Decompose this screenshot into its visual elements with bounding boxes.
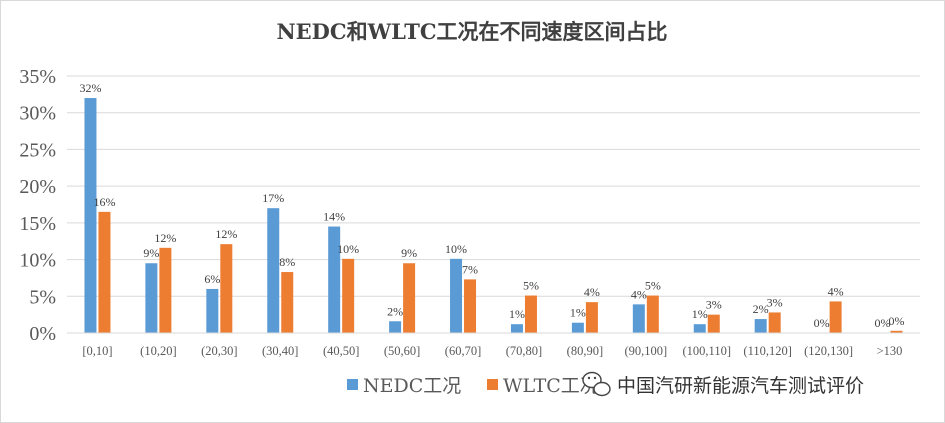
data-label-nedc: 1%: [692, 307, 708, 321]
bar-wltc: [98, 211, 111, 333]
data-label-nedc: 9%: [143, 246, 159, 260]
watermark: 中国汽研新能源汽车测试评价: [582, 371, 864, 397]
bar-nedc: [206, 288, 219, 333]
bar-wltc: [220, 244, 233, 333]
data-label-nedc: 17%: [262, 191, 284, 205]
bar-wltc: [159, 247, 172, 333]
bar-wltc: [281, 272, 294, 333]
gridlines: [67, 75, 920, 297]
bar-wltc: [524, 295, 537, 333]
x-tick-label: (110,120]: [743, 344, 792, 358]
bar-nedc: [754, 319, 767, 333]
data-label-nedc: 1%: [509, 307, 525, 321]
chart-title: NEDC和WLTC工况在不同速度区间占比: [276, 19, 667, 44]
y-tick-label: 20%: [19, 176, 56, 198]
data-label-wltc: 16%: [93, 195, 115, 209]
bar-wltc: [585, 302, 598, 333]
data-label-wltc: 12%: [154, 231, 176, 245]
bar-wltc: [646, 295, 659, 333]
x-tick-label: [0,10]: [82, 344, 112, 358]
data-label-wltc: 5%: [645, 279, 661, 293]
x-tick-label: >130: [877, 344, 903, 358]
bar-wltc: [403, 263, 416, 333]
bar-nedc: [145, 263, 158, 333]
data-label-wltc: 3%: [706, 298, 722, 312]
data-label-nedc: 10%: [445, 242, 467, 256]
bar-wltc: [707, 314, 720, 333]
legend-swatch-wltc: [487, 379, 498, 390]
bar-nedc: [571, 322, 584, 333]
x-tick-label: (10,20]: [140, 344, 176, 358]
data-label-nedc: 0%: [875, 316, 891, 330]
y-tick-label: 15%: [19, 213, 56, 235]
legend: NEDC工况 WLTC工况: [347, 375, 599, 397]
data-label-wltc: 10%: [337, 242, 359, 256]
x-tick-label: (120,130]: [804, 344, 853, 358]
x-tick-label: (50,60]: [384, 344, 420, 358]
x-tick-label: (30,40]: [262, 344, 298, 358]
y-tick-label: 30%: [19, 103, 56, 125]
x-tick-label: (90,100]: [624, 344, 667, 358]
data-label-nedc: 4%: [631, 287, 647, 301]
bar-nedc: [267, 208, 280, 333]
data-label-nedc: 14%: [323, 210, 345, 224]
data-label-nedc: 2%: [387, 304, 403, 318]
bar-nedc: [632, 304, 645, 333]
y-tick-label: 0%: [29, 323, 56, 345]
x-tick-label: (40,50]: [323, 344, 359, 358]
bar-nedc: [389, 321, 402, 333]
data-label-wltc: 12%: [215, 227, 237, 241]
bar-wltc: [342, 258, 355, 333]
data-label-wltc: 0%: [889, 314, 905, 328]
x-tick-label: (80,90]: [567, 344, 603, 358]
y-tick-label: 10%: [19, 250, 56, 272]
data-label-wltc: 9%: [401, 246, 417, 260]
x-axis: [0,10] (10,20] (20,30] (30,40] (40,50] (50,60…: [67, 332, 920, 358]
legend-label-wltc: WLTC工况: [503, 375, 599, 397]
bar-nedc: [84, 98, 97, 334]
bar-wltc: [464, 279, 477, 333]
y-axis: 0% 5% 10% 15% 20% 25% 30% 35%: [19, 66, 56, 345]
x-tick-label: (20,30]: [201, 344, 237, 358]
bar-nedc: [450, 258, 463, 333]
legend-label-nedc: NEDC工况: [363, 375, 461, 397]
bars: 32%16%9%12%6%12%17%8%14%10%2%9% 10%7%1%5%…: [79, 81, 905, 334]
data-label-wltc: 7%: [462, 262, 478, 276]
legend-swatch-nedc: [347, 379, 358, 390]
data-label-nedc: 2%: [753, 302, 769, 316]
y-tick-label: 5%: [29, 286, 56, 308]
bar-nedc: [328, 226, 341, 333]
data-label-wltc: 8%: [279, 255, 295, 269]
data-label-nedc: 32%: [79, 81, 101, 95]
data-label-nedc: 1%: [570, 306, 586, 320]
data-label-nedc: 0%: [814, 316, 830, 330]
data-label-wltc: 4%: [584, 285, 600, 299]
bar-wltc: [768, 312, 781, 333]
x-tick-label: (100,110]: [683, 344, 732, 358]
x-tick-label: (70,80]: [506, 344, 542, 358]
y-tick-label: 25%: [19, 139, 56, 161]
x-tick-label: (60,70]: [445, 344, 481, 358]
y-tick-label: 35%: [19, 66, 56, 88]
bar-wltc: [829, 301, 842, 333]
bar-nedc: [510, 324, 523, 333]
wechat-icon: [582, 371, 611, 397]
data-label-wltc: 5%: [523, 279, 539, 293]
data-label-wltc: 4%: [828, 284, 844, 298]
watermark-text: 中国汽研新能源汽车测试评价: [617, 375, 864, 397]
bar-nedc: [693, 324, 706, 333]
data-label-nedc: 6%: [204, 272, 220, 286]
bar-wltc: [890, 330, 903, 333]
data-label-wltc: 3%: [767, 295, 783, 309]
